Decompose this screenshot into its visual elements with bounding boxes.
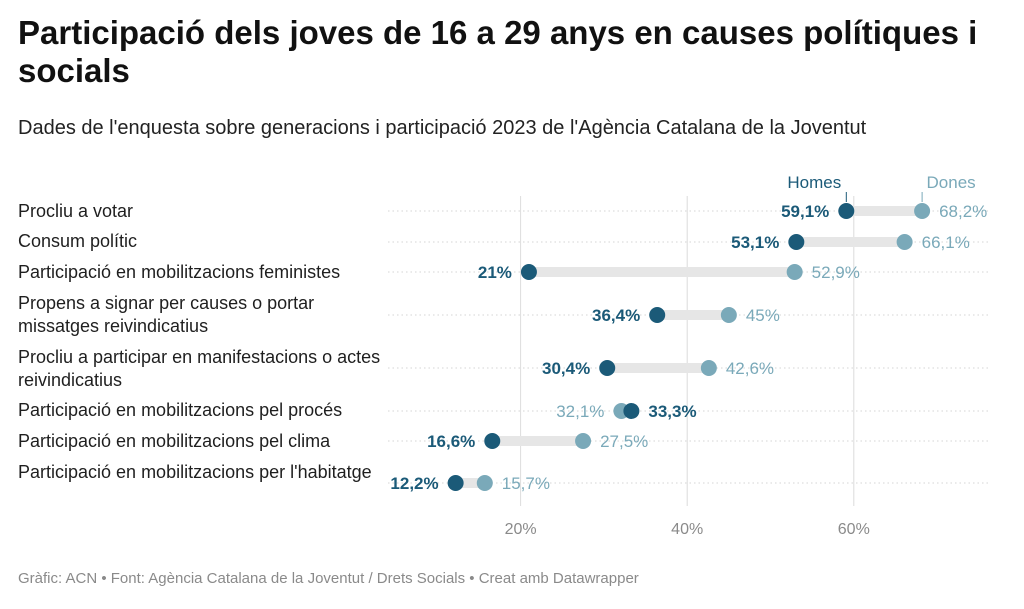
value-label-dones: 42,6% (726, 359, 774, 378)
category-label: Participació en mobilitzacions per l'hab… (18, 462, 372, 482)
category-label: Propens a signar per causes o portar mis… (18, 293, 315, 336)
dot-dones (786, 264, 803, 280)
dot-dones (896, 234, 913, 250)
dot-homes (838, 203, 855, 219)
dot-dones (575, 433, 592, 449)
value-label-dones: 15,7% (502, 474, 550, 493)
dot-homes (484, 433, 501, 449)
category-label: Procliu a votar (18, 201, 134, 221)
value-label-dones: 68,2% (939, 202, 987, 221)
category-label: Participació en mobilitzacions pel clima (18, 431, 331, 451)
value-label-homes: 30,4% (542, 359, 590, 378)
dot-homes (788, 234, 805, 250)
value-label-homes: 53,1% (731, 233, 779, 252)
category-label: Procliu a participar en manifestacions o… (18, 347, 381, 390)
x-tick-label: 60% (838, 521, 870, 538)
dot-homes (623, 403, 640, 419)
dot-dones (720, 307, 737, 323)
category-label: Participació en mobilitzacions feministe… (18, 262, 341, 282)
value-label-homes: 12,2% (390, 474, 438, 493)
x-tick-label: 20% (505, 521, 537, 538)
value-label-dones: 66,1% (922, 233, 970, 252)
chart-footer: Gràfic: ACN • Font: Agència Catalana de … (18, 570, 639, 587)
value-label-dones: 27,5% (600, 432, 648, 451)
x-tick-label: 40% (671, 521, 703, 538)
category-label: Consum polític (18, 231, 138, 251)
dot-dones (914, 203, 931, 219)
dot-dones (700, 360, 717, 376)
value-label-homes: 59,1% (781, 202, 829, 221)
value-label-homes: 36,4% (592, 306, 640, 325)
value-label-homes: 21% (478, 263, 512, 282)
value-label-homes: 33,3% (648, 402, 696, 421)
legend-dones: Dones (927, 173, 976, 192)
dot-homes (649, 307, 666, 323)
value-label-homes: 16,6% (427, 432, 475, 451)
dot-homes (520, 264, 537, 280)
legend-homes: Homes (787, 173, 841, 192)
dot-homes (447, 475, 464, 491)
dot-homes (599, 360, 616, 376)
dot-dones (476, 475, 493, 491)
value-label-dones: 32,1% (556, 402, 604, 421)
value-label-dones: 45% (746, 306, 780, 325)
value-label-dones: 52,9% (812, 263, 860, 282)
category-label: Participació en mobilitzacions pel procé… (18, 400, 343, 420)
chart-title: Participació dels joves de 16 a 29 anys … (18, 14, 978, 89)
chart-subtitle: Dades de l'enquesta sobre generacions i … (18, 117, 867, 139)
